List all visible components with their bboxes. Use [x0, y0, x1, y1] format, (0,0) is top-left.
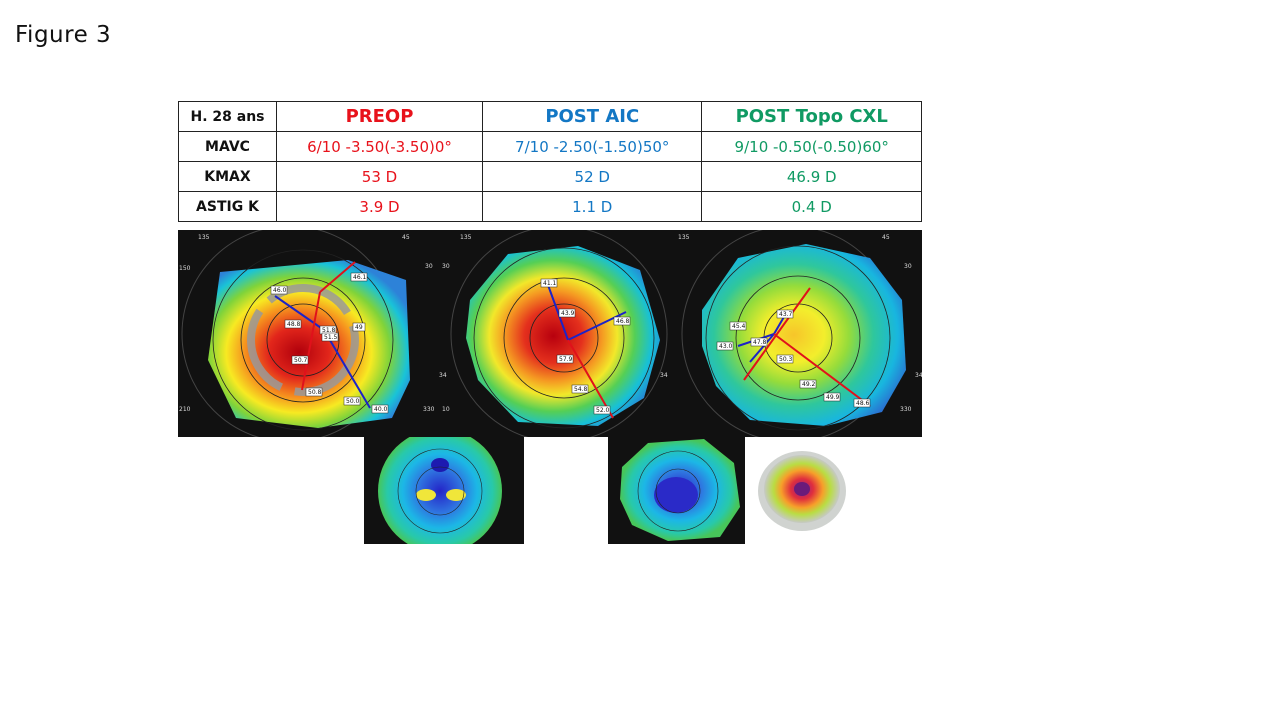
- degree-label: 34: [660, 372, 668, 379]
- post-aic-value-labels: 41.1 43.9 46.8 57.9 54.8 52.0 135 30 10 …: [442, 234, 668, 415]
- map-label: 51.5: [324, 334, 338, 341]
- difference-map-aic-panel: [364, 437, 524, 544]
- degree-label: 330: [423, 406, 435, 413]
- table-row: ASTIG K 3.9 D 1.1 D 0.4 D: [178, 191, 922, 222]
- degree-label: 210: [179, 406, 191, 413]
- degree-label: 45: [882, 234, 890, 241]
- degree-label: 135: [198, 234, 210, 241]
- table-cell: 6/10 -3.50(-3.50)0°: [276, 131, 483, 162]
- column-header-post-aic: POST AIC: [481, 101, 703, 132]
- table-cell: 52 D: [481, 161, 703, 192]
- table-header-row: H. 28 ans PREOP POST AIC POST Topo CXL: [178, 101, 922, 132]
- map-label: 50.3: [779, 356, 793, 363]
- post-cxl-value-labels: 43.7 45.4 47.8 43.0 50.3 49.2 49.9 48.6 …: [678, 234, 922, 413]
- degree-label: 45: [402, 234, 410, 241]
- table-cell: 53 D: [276, 161, 483, 192]
- map-label: 45.4: [732, 323, 746, 330]
- degree-label: 330: [900, 406, 912, 413]
- map-label: 49: [355, 324, 363, 331]
- figure-title: Figure 3: [15, 22, 112, 48]
- degree-label: 34: [439, 372, 447, 379]
- map-label: 40.0: [374, 406, 388, 413]
- degree-label: 30: [442, 263, 450, 270]
- degree-label: 10: [442, 406, 450, 413]
- map-label: 46.8: [616, 318, 630, 325]
- topography-panel: 46.1 46.0 48.8 51.8 51.5 49 50.7 50.8 50…: [178, 230, 922, 437]
- map-label: 48.8: [287, 321, 301, 328]
- column-header-preop: PREOP: [276, 101, 483, 132]
- map-label: 50.8: [308, 389, 322, 396]
- map-label: 49.9: [826, 394, 840, 401]
- map-label: 46.0: [273, 287, 287, 294]
- map-label: 41.1: [543, 280, 557, 287]
- map-label: 54.8: [574, 386, 588, 393]
- map-label: 51.8: [322, 327, 336, 334]
- degree-label: 135: [678, 234, 690, 241]
- preop-topography-map: [181, 230, 410, 437]
- table-cell: 46.9 D: [701, 161, 922, 192]
- map-label: 50.7: [294, 357, 308, 364]
- degree-label: 34: [915, 372, 922, 379]
- degree-label: 135: [460, 234, 472, 241]
- map-label: 43.7: [779, 311, 793, 318]
- results-table: H. 28 ans PREOP POST AIC POST Topo CXL M…: [178, 101, 922, 222]
- map-label: 43.9: [561, 310, 575, 317]
- preop-value-labels: 46.1 46.0 48.8 51.8 51.5 49 50.7 50.8 50…: [179, 234, 447, 414]
- column-header-post-cxl: POST Topo CXL: [701, 101, 922, 132]
- row-label-mavc: MAVC: [178, 131, 277, 162]
- table-row: MAVC 6/10 -3.50(-3.50)0° 7/10 -2.50(-1.5…: [178, 131, 922, 162]
- table-cell: 9/10 -0.50(-0.50)60°: [701, 131, 922, 162]
- map-label: 49.2: [802, 381, 816, 388]
- 3d-cornea-image: [754, 447, 850, 533]
- map-label: 46.1: [353, 274, 367, 281]
- table-cell: 7/10 -2.50(-1.50)50°: [481, 131, 703, 162]
- table-corner-cell: H. 28 ans: [178, 101, 277, 132]
- table-cell: 1.1 D: [481, 191, 703, 222]
- map-label: 47.8: [753, 339, 767, 346]
- map-label: 48.6: [856, 400, 870, 407]
- table-row: KMAX 53 D 52 D 46.9 D: [178, 161, 922, 192]
- difference-map-cxl: [620, 439, 740, 541]
- map-label: 43.0: [719, 343, 733, 350]
- row-label-kmax: KMAX: [178, 161, 277, 192]
- post-cxl-topography-map: [681, 230, 906, 437]
- map-label: 50.0: [346, 398, 360, 405]
- map-label: 52.0: [596, 407, 610, 414]
- post-aic-topography-map: [450, 230, 668, 437]
- table-cell: 3.9 D: [276, 191, 483, 222]
- degree-label: 150: [179, 265, 191, 272]
- row-label-astig-k: ASTIG K: [178, 191, 277, 222]
- difference-map-cxl-panel: [608, 437, 745, 544]
- degree-label: 30: [904, 263, 912, 270]
- difference-map-aic: [378, 437, 502, 544]
- 3d-cornea-render: [758, 451, 846, 531]
- map-label: 57.9: [559, 356, 573, 363]
- degree-label: 30: [425, 263, 433, 270]
- table-cell: 0.4 D: [701, 191, 922, 222]
